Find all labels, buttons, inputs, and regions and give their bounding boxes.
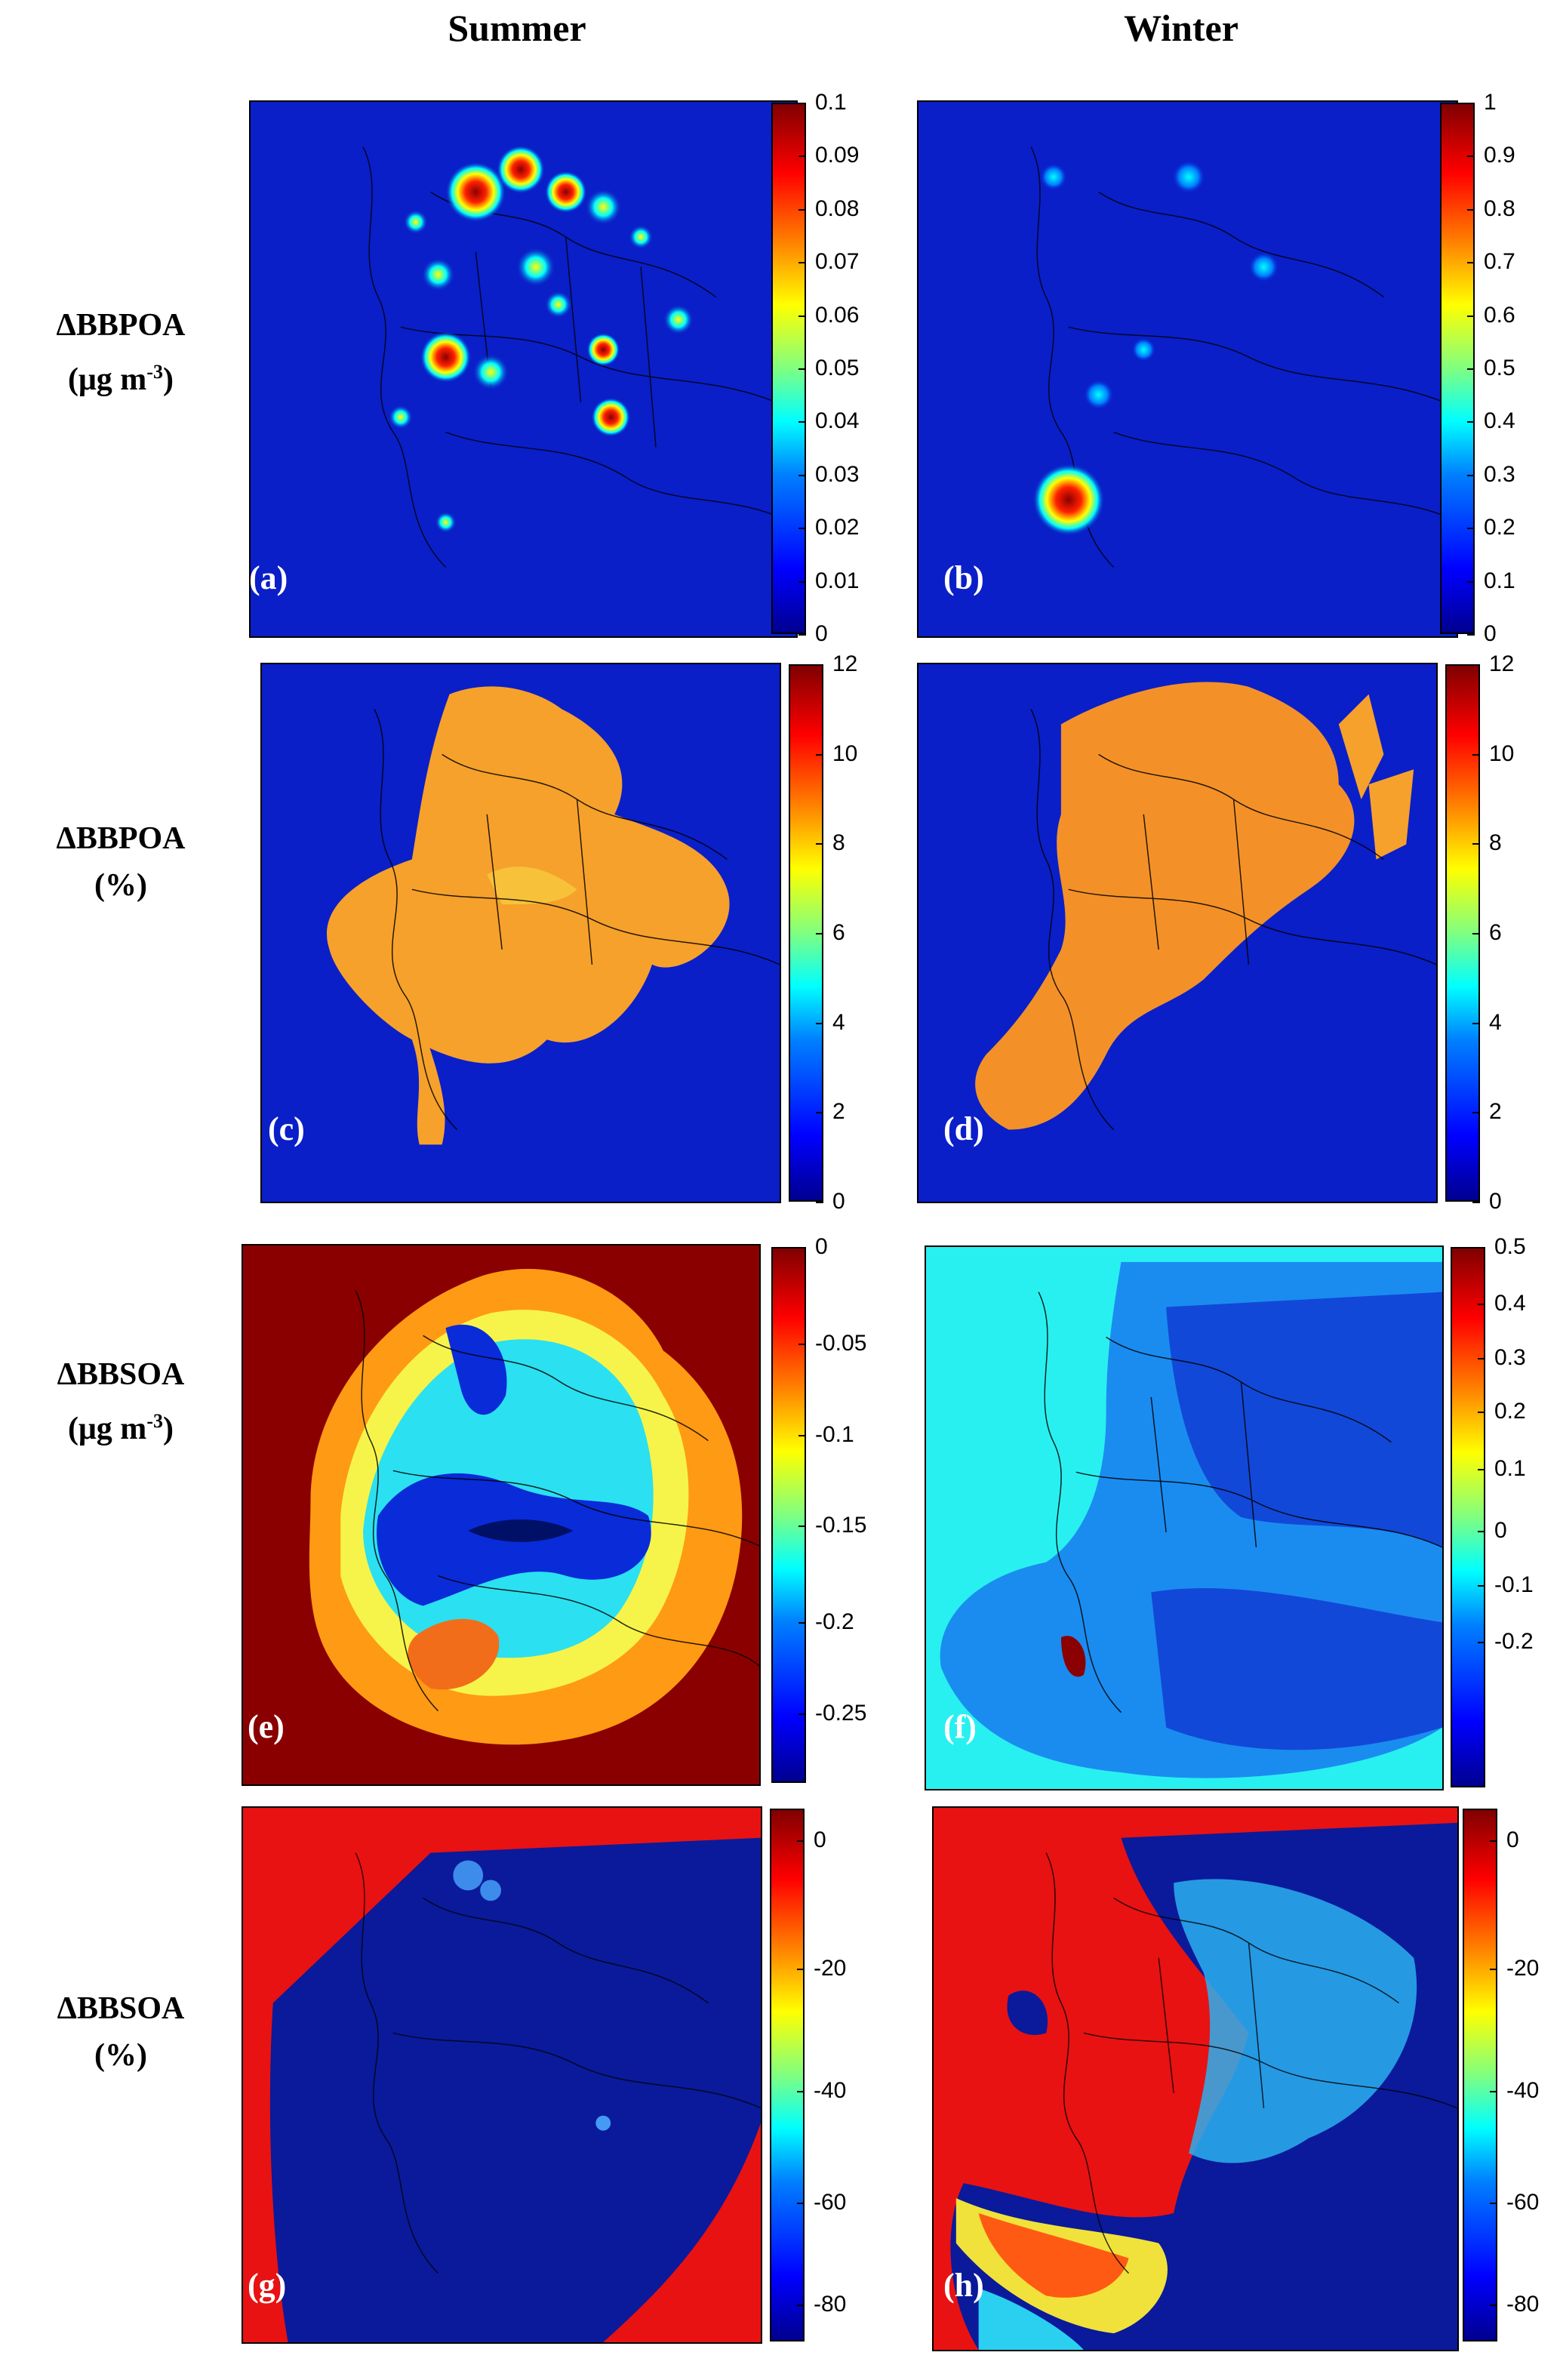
map-panel-a xyxy=(249,100,798,638)
colorbar-tick-label: -80 xyxy=(796,2291,847,2317)
colorbar-tick-label: 0.7 xyxy=(1467,249,1515,275)
panel-label-e: (e) xyxy=(248,1708,285,1745)
colorbar-tick-label: 0.9 xyxy=(1467,143,1515,168)
colorbar-tick-label: -40 xyxy=(1489,2078,1540,2104)
map-panel-f xyxy=(925,1245,1444,1790)
panel-label-g: (g) xyxy=(248,2267,287,2304)
colorbar-tick-label: 2 xyxy=(816,1099,845,1125)
colorbar-tick-label: 0.2 xyxy=(1478,1399,1526,1424)
colorbar-tick-label: -20 xyxy=(1489,1955,1540,1981)
colorbar-e xyxy=(771,1247,806,1783)
panel-label-a: (a) xyxy=(249,559,288,596)
colorbar-tick-label: -0.1 xyxy=(1478,1572,1534,1597)
colorbar-tick-label: 0 xyxy=(798,621,828,646)
colorbar-tick-label: 0.04 xyxy=(798,408,860,434)
colorbar-tick-label: 0 xyxy=(1490,1827,1519,1853)
colorbar-tick-label: -60 xyxy=(796,2190,847,2215)
colorbar-tick-label: 0.06 xyxy=(798,302,860,328)
colorbar-tick-label: 8 xyxy=(816,830,845,856)
colorbar-tick-label: 0 xyxy=(1472,1189,1502,1214)
map-panel-c xyxy=(260,663,781,1203)
row-label-1: ΔBBPOA (μg m-3) xyxy=(56,308,186,397)
colorbar-tick-label: 0 xyxy=(1467,621,1497,646)
colorbar-tick-label: -80 xyxy=(1489,2291,1540,2317)
colorbar-tick-label: 0.4 xyxy=(1478,1291,1526,1316)
colorbar-tick-label: -40 xyxy=(796,2078,847,2104)
colorbar-tick-label: -0.15 xyxy=(798,1513,867,1538)
colorbar-tick-label: 12 xyxy=(1472,651,1515,676)
map-h-svg xyxy=(950,1822,1457,2350)
map-panel-g xyxy=(242,1806,762,2344)
colorbar-tick-label: 6 xyxy=(816,920,845,945)
map-d-svg xyxy=(975,682,1436,1131)
colorbar-tick-label: -20 xyxy=(796,1955,847,1981)
colorbar-tick-label: 0 xyxy=(797,1827,826,1853)
colorbar-tick-label: 0.8 xyxy=(1467,196,1515,221)
colorbar-tick-label: 10 xyxy=(815,740,858,766)
colorbar-tick-label: 0.2 xyxy=(1467,515,1515,540)
colorbar-tick-label: 2 xyxy=(1472,1099,1502,1125)
colorbar-tick-label: 0.5 xyxy=(1478,1234,1526,1259)
colorbar-tick-label: 0.1 xyxy=(1478,1455,1526,1481)
map-a-svg xyxy=(362,145,792,568)
colorbar-h xyxy=(1463,1809,1497,2342)
colorbar-tick-label: 0.07 xyxy=(798,249,860,275)
map-b-svg xyxy=(1030,146,1457,568)
map-panel-h xyxy=(932,1806,1459,2351)
colorbar-tick-label: 0.3 xyxy=(1467,461,1515,487)
colorbar-tick-label: -0.1 xyxy=(798,1421,854,1447)
colorbar-tick-label: 0.01 xyxy=(798,568,860,593)
column-title-winter: Winter xyxy=(1124,7,1238,49)
colorbar-tick-label: -0.2 xyxy=(798,1609,854,1634)
colorbar-tick-label: 12 xyxy=(815,651,858,676)
colorbar-tick-label: 0 xyxy=(798,1234,828,1259)
colorbar-tick-label: 0.02 xyxy=(798,515,860,540)
panel-label-d: (d) xyxy=(943,1110,984,1147)
colorbar-tick-label: -0.25 xyxy=(798,1700,867,1726)
map-c-svg xyxy=(327,686,780,1145)
map-panel-b xyxy=(917,100,1458,638)
colorbar-tick-label: 0 xyxy=(816,1189,845,1214)
colorbar-tick-label: -60 xyxy=(1489,2190,1540,2215)
colorbar-tick-label: 0.6 xyxy=(1467,302,1515,328)
colorbar-tick-label: -0.05 xyxy=(798,1330,867,1356)
colorbar-tick-label: 0.5 xyxy=(1467,356,1515,380)
colorbar-tick-label: 0.1 xyxy=(1467,568,1515,593)
colorbar-tick-label: 10 xyxy=(1472,740,1515,766)
map-panel-e xyxy=(242,1244,761,1786)
colorbar-tick-label: 4 xyxy=(1472,1009,1502,1035)
colorbar-tick-label: 0.4 xyxy=(1467,408,1515,434)
map-f-svg xyxy=(940,1261,1442,1778)
row-label-2: ΔBBPOA (%) xyxy=(56,821,186,903)
row-label-3: ΔBBSOA (μg m-3) xyxy=(57,1357,185,1446)
colorbar-tick-label: 0.08 xyxy=(798,196,860,221)
colorbar-tick-label: 6 xyxy=(1472,920,1502,945)
colorbar-g xyxy=(770,1809,805,2342)
colorbar-tick-label: 0.05 xyxy=(798,356,860,380)
panel-label-b: (b) xyxy=(943,559,984,596)
colorbar-tick-label: 0 xyxy=(1478,1517,1507,1543)
colorbar-tick-label: -0.2 xyxy=(1478,1628,1534,1654)
colorbar-tick-label: 0.1 xyxy=(798,90,847,115)
colorbar-tick-label: 0.03 xyxy=(798,461,860,487)
map-e-svg xyxy=(309,1269,759,1745)
column-title-summer: Summer xyxy=(448,7,586,49)
map-panel-d xyxy=(917,663,1438,1203)
colorbar-tick-label: 1 xyxy=(1467,90,1497,115)
colorbar-f xyxy=(1451,1247,1485,1787)
row-label-4: ΔBBSOA (%) xyxy=(57,1991,185,2073)
panel-label-h: (h) xyxy=(943,2267,984,2304)
colorbar-tick-label: 0.3 xyxy=(1478,1344,1526,1370)
colorbar-tick-label: 8 xyxy=(1472,830,1502,856)
panel-label-c: (c) xyxy=(268,1110,305,1147)
colorbar-tick-label: 4 xyxy=(816,1009,845,1035)
map-g-svg xyxy=(269,1837,761,2342)
colorbar-tick-label: 0.09 xyxy=(798,143,860,168)
panel-label-f: (f) xyxy=(943,1708,977,1745)
